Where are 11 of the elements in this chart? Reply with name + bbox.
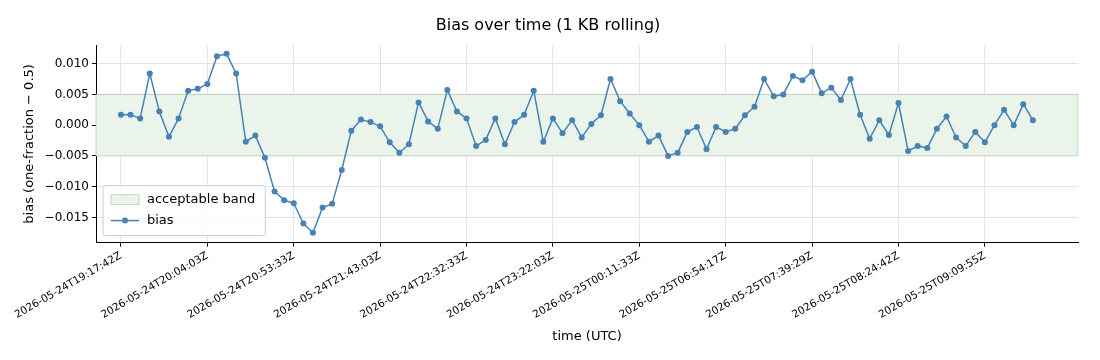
y-tick-label: −0.015	[44, 209, 90, 224]
y-tick-label: −0.005	[44, 148, 90, 163]
y-tick-label: 0.000	[54, 117, 90, 132]
x-axis-title: time (UTC)	[552, 327, 622, 343]
legend-label: bias	[147, 211, 174, 227]
y-tick-label: 0.005	[54, 86, 90, 101]
y-axis-title: bias (one-fraction − 0.5)	[21, 64, 37, 224]
y-tick-label: 0.010	[54, 55, 90, 70]
legend-label: acceptable band	[147, 190, 256, 206]
y-tick-label: −0.010	[44, 178, 90, 193]
chart-title: Bias over time (1 KB rolling)	[435, 14, 661, 34]
